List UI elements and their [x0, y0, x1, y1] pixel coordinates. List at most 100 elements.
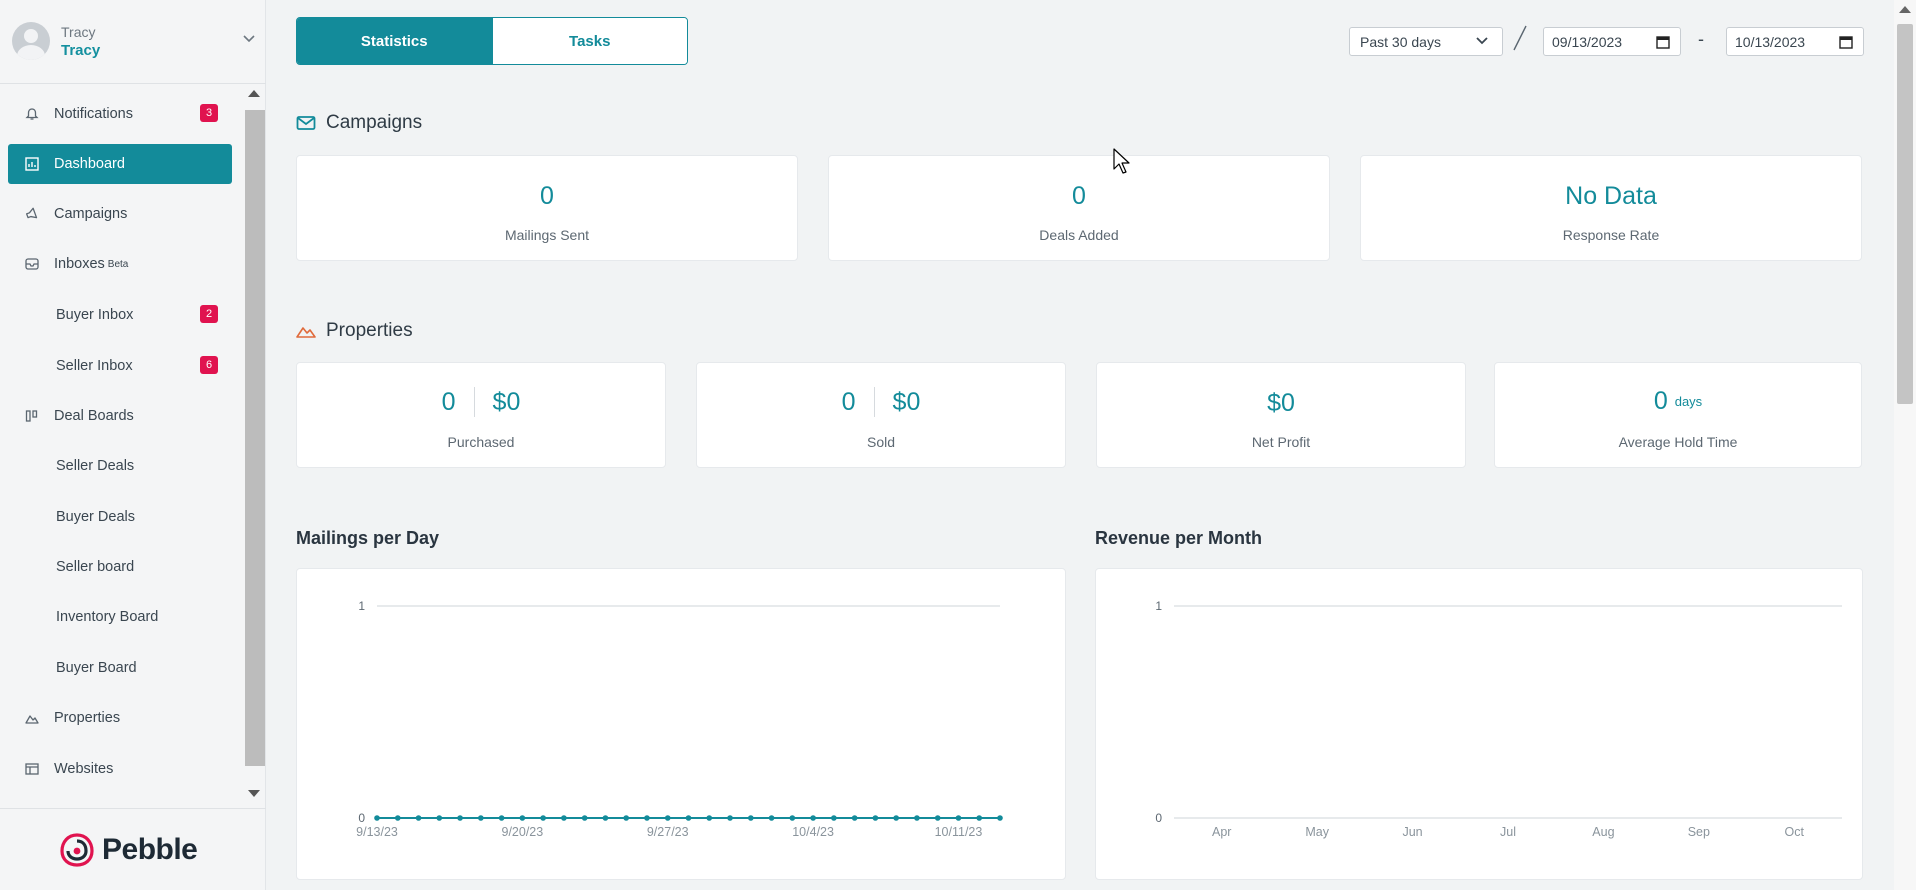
stat-card-purchased: 0 $0 Purchased	[296, 362, 666, 468]
campaigns-title: Campaigns	[326, 112, 423, 133]
start-date-input[interactable]: 09/13/2023	[1543, 27, 1681, 56]
count-badge: 3	[200, 104, 218, 122]
stat-value: No Data	[1565, 182, 1657, 210]
sold-values: 0 $0	[697, 387, 1065, 417]
data-point	[851, 815, 858, 821]
sold-amount: $0	[892, 387, 921, 416]
sidebar-item-inboxes[interactable]: Inboxes Beta	[8, 244, 232, 284]
x-tick-label: 9/20/23	[502, 825, 544, 839]
tab-statistics[interactable]: Statistics	[297, 18, 492, 64]
sidebar-item-label: Seller board	[56, 559, 135, 575]
main-content: Statistics Tasks Past 30 days 09/13/2023…	[266, 0, 1894, 890]
sidebar-scrollbar[interactable]	[244, 90, 266, 802]
stat-value: 0	[1072, 182, 1086, 210]
scrollbar-thumb[interactable]	[1897, 24, 1913, 404]
data-point	[872, 815, 879, 821]
start-date-value: 09/13/2023	[1552, 33, 1623, 50]
sidebar-item-seller-board[interactable]: Seller board	[8, 547, 232, 587]
sidebar-item-campaigns[interactable]: Campaigns	[8, 194, 232, 234]
inbox-icon	[24, 256, 40, 272]
sidebar-item-label: Dashboard	[54, 156, 125, 172]
data-point	[436, 815, 443, 821]
count-badge: 6	[200, 356, 218, 374]
calendar-icon[interactable]	[1656, 35, 1670, 49]
scroll-down-arrow-icon[interactable]	[248, 790, 260, 797]
website-icon	[24, 761, 40, 777]
stat-value: 0	[540, 182, 554, 210]
sidebar-item-websites[interactable]: Websites	[8, 749, 232, 789]
data-point	[810, 815, 816, 821]
data-point	[561, 815, 567, 821]
sidebar-item-notifications[interactable]: Notifications 3	[8, 94, 232, 134]
stat-card-net-profit: $0 Net Profit	[1096, 362, 1466, 468]
user-label: Tracy	[61, 24, 96, 40]
sidebar-item-buyer-inbox[interactable]: Buyer Inbox 2	[8, 295, 232, 335]
mailings-chart-title: Mailings per Day	[296, 528, 440, 548]
scroll-up-arrow-icon[interactable]	[1899, 6, 1911, 13]
sidebar-item-deal-boards[interactable]: Deal Boards	[8, 396, 232, 436]
sidebar-item-seller-inbox[interactable]: Seller Inbox 6	[8, 346, 232, 386]
x-tick-label: 9/13/23	[356, 825, 398, 839]
sold-count: 0	[841, 387, 856, 416]
sidebar-item-label: Deal Boards	[54, 408, 134, 424]
logo-text: Pebble	[102, 833, 198, 866]
hold-time-values: 0 days	[1495, 387, 1861, 416]
tab-tasks[interactable]: Tasks	[491, 18, 687, 64]
data-point	[457, 815, 463, 821]
purchased-count: 0	[441, 387, 456, 416]
calendar-icon[interactable]	[1839, 35, 1853, 49]
x-tick-label: Oct	[1785, 825, 1805, 839]
data-point	[540, 815, 546, 821]
scrollbar-thumb[interactable]	[245, 110, 265, 766]
stat-label: Response Rate	[1562, 227, 1660, 243]
data-point	[374, 815, 380, 821]
sidebar-item-seller-deals[interactable]: Seller Deals	[8, 446, 232, 486]
sidebar-item-label: Buyer Deals	[56, 509, 135, 525]
x-tick-label: Aug	[1592, 825, 1614, 839]
data-point	[976, 815, 983, 821]
sidebar-item-label: Seller Inbox	[56, 358, 133, 374]
user-menu[interactable]: Tracy Tracy	[0, 0, 266, 84]
sidebar-item-label: Notifications	[54, 106, 133, 122]
sidebar-item-properties[interactable]: Properties	[8, 698, 232, 738]
data-point	[519, 815, 526, 821]
page-scrollbar[interactable]	[1894, 0, 1916, 890]
data-point	[498, 815, 505, 821]
data-point	[727, 815, 733, 821]
data-point	[997, 815, 1003, 821]
data-point	[748, 815, 754, 821]
stat-card-average-hold-time: 0 days Average Hold Time	[1494, 362, 1862, 468]
sidebar-item-dashboard[interactable]: Dashboard	[8, 144, 232, 184]
data-point	[664, 815, 671, 821]
stat-label: Sold	[866, 434, 896, 450]
logo[interactable]: Pebble	[0, 808, 266, 890]
data-point	[768, 815, 775, 821]
sidebar-item-label: Inventory Board	[56, 609, 159, 625]
revenue-per-month-chart: 1 0 Apr May Jun Jul Aug Sep Oct	[1155, 599, 1842, 839]
chevron-down-icon[interactable]	[243, 30, 255, 46]
sidebar-item-inventory-board[interactable]: Inventory Board	[8, 597, 232, 637]
y-tick-label: 1	[358, 599, 365, 613]
divider	[873, 387, 875, 417]
sidebar-item-buyer-board[interactable]: Buyer Board	[8, 648, 232, 688]
end-date-input[interactable]: 10/13/2023	[1726, 27, 1864, 56]
y-tick-label: 0	[1155, 811, 1162, 825]
x-tick-label: Jun	[1402, 825, 1422, 839]
sidebar-item-buyer-deals[interactable]: Buyer Deals	[8, 497, 232, 537]
megaphone-icon	[24, 206, 40, 222]
data-point	[706, 815, 713, 821]
avatar	[12, 22, 50, 60]
stat-label: Mailings Sent	[504, 227, 590, 243]
hold-time-value: 0	[1653, 387, 1668, 415]
date-range-select[interactable]: Past 30 days	[1349, 27, 1503, 56]
stat-card-mailings-sent: 0 Mailings Sent	[296, 155, 798, 261]
data-point	[478, 815, 484, 821]
purchased-amount: $0	[492, 387, 521, 416]
y-tick-label: 1	[1155, 599, 1162, 613]
data-point	[644, 815, 650, 821]
data-point	[415, 815, 422, 821]
scroll-up-arrow-icon[interactable]	[248, 90, 260, 97]
mouse-cursor-icon	[1113, 148, 1130, 174]
chevron-down-icon	[1476, 33, 1488, 48]
beta-label: Beta	[107, 258, 129, 270]
